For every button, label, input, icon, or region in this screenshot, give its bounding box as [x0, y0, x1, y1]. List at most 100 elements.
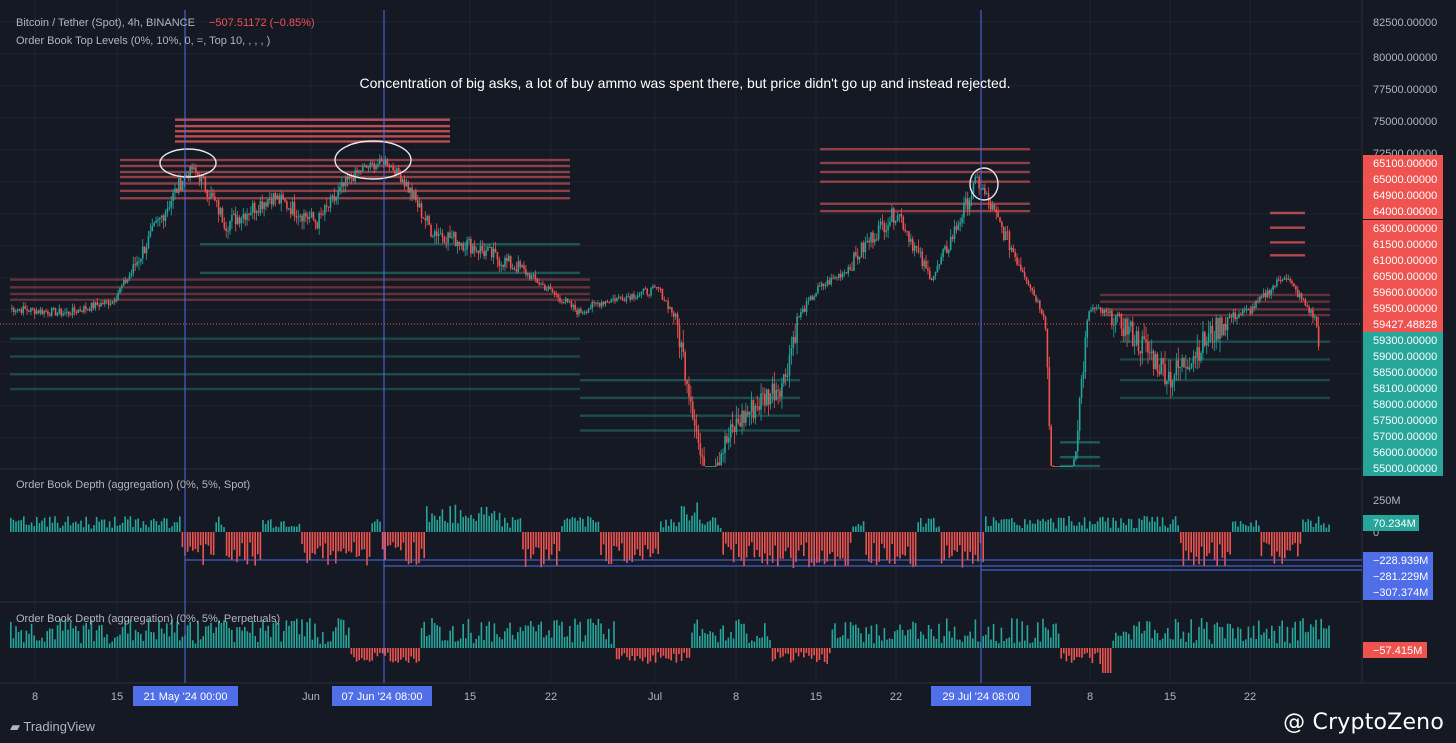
candle	[815, 292, 817, 298]
candle	[380, 155, 383, 163]
spot-depth-bar	[896, 532, 899, 557]
candle	[439, 227, 442, 235]
candle	[1171, 379, 1174, 397]
perp-depth-bar	[722, 625, 724, 648]
candle	[1287, 274, 1290, 281]
spot-depth-bar	[303, 532, 306, 553]
order-book-level	[10, 337, 580, 340]
perp-depth-bar	[145, 630, 147, 648]
candle	[883, 220, 886, 241]
spot-depth-bar	[1180, 532, 1182, 543]
candle	[263, 201, 265, 217]
candle	[324, 203, 326, 222]
candle	[1067, 466, 1070, 467]
price-tick: 59427.48828	[1363, 316, 1443, 332]
candle	[126, 278, 129, 284]
perp-depth-bar	[296, 618, 298, 648]
spot-depth-bar	[400, 532, 402, 551]
perp-depth-bar	[805, 648, 808, 653]
candle	[312, 211, 315, 222]
candle	[1048, 356, 1051, 431]
spot-depth-bar	[153, 518, 155, 532]
order-book-level	[120, 189, 570, 193]
candle	[1204, 330, 1206, 348]
spot-depth-bar	[1320, 525, 1322, 532]
candle	[100, 300, 102, 307]
perp-depth-bar	[709, 631, 711, 648]
spot-depth-bar	[428, 521, 431, 532]
candle	[862, 240, 865, 259]
spot-depth-bar	[467, 517, 470, 532]
spot-depth-bar	[678, 522, 680, 532]
candle	[287, 207, 290, 211]
candle	[534, 270, 537, 283]
candle	[722, 448, 724, 463]
perp-depth-bar	[1070, 648, 1073, 663]
perp-depth-bar	[371, 648, 373, 661]
spot-depth-bar	[361, 532, 363, 550]
order-book-level	[820, 161, 1030, 165]
spot-depth-bar	[953, 532, 956, 551]
spot-depth-bar	[459, 510, 462, 532]
spot-depth-bar	[670, 519, 672, 532]
perp-depth-bar	[969, 631, 971, 648]
perp-depth-bar	[1099, 648, 1101, 664]
candle	[452, 230, 455, 244]
candle	[221, 206, 224, 223]
perp-depth-bar	[1078, 648, 1081, 658]
candle	[602, 301, 605, 307]
spot-depth-bar	[667, 525, 670, 532]
spot-depth-bar	[665, 519, 667, 532]
candle	[496, 251, 499, 268]
spot-depth-bar	[532, 532, 535, 555]
time-tick: 8	[1087, 691, 1093, 703]
price-tick: 57500.00000	[1363, 412, 1443, 428]
candle	[267, 198, 269, 208]
perp-depth-bar	[28, 633, 30, 648]
order-book-level	[820, 147, 1030, 151]
candle	[805, 297, 808, 316]
perp-depth-bar	[1063, 648, 1065, 654]
perp-depth-bar	[1039, 641, 1042, 648]
spot-depth-bar	[652, 532, 654, 554]
perp-depth-bar	[324, 643, 327, 648]
perp-depth-bar	[1122, 631, 1125, 648]
spot-depth-bar	[233, 532, 236, 550]
perp-depth-bar	[319, 643, 321, 648]
tradingview-logo[interactable]: ▰ TradingView	[10, 719, 95, 735]
spot-depth-bar	[348, 532, 350, 552]
candle	[663, 296, 666, 302]
perp-depth-bar	[1013, 642, 1016, 648]
candle	[832, 274, 834, 280]
candle	[314, 219, 317, 230]
perp-depth-bar	[998, 643, 1000, 648]
candle	[1052, 465, 1054, 467]
candle	[860, 241, 863, 258]
perp-depth-bar	[922, 634, 925, 648]
spot-depth-bar	[10, 517, 12, 532]
candle	[942, 247, 944, 262]
perp-depth-bar	[1185, 641, 1187, 648]
candle	[583, 310, 586, 315]
spot-depth-bar	[597, 521, 600, 532]
perp-depth-bar	[249, 632, 251, 648]
candle	[293, 194, 296, 222]
perp-depth-bar	[691, 632, 693, 648]
spot-depth-bar	[839, 532, 841, 559]
candle	[674, 312, 677, 321]
perp-depth-bar	[1299, 620, 1302, 648]
price-axis[interactable]: 82500.0000080000.0000077500.0000075000.0…	[1363, 17, 1443, 476]
candle	[1277, 275, 1280, 282]
spot-depth-bar	[1034, 523, 1036, 532]
spot-depth-bar	[1239, 521, 1242, 532]
spot-depth-bar	[241, 532, 243, 544]
spot-depth-bar	[1242, 523, 1244, 532]
spot-depth-bar	[446, 522, 449, 532]
candle	[71, 303, 74, 318]
spot-depth-bar	[423, 532, 425, 559]
candle	[961, 214, 963, 228]
perp-depth-bar	[423, 621, 425, 648]
spot-depth-bar	[808, 532, 810, 568]
